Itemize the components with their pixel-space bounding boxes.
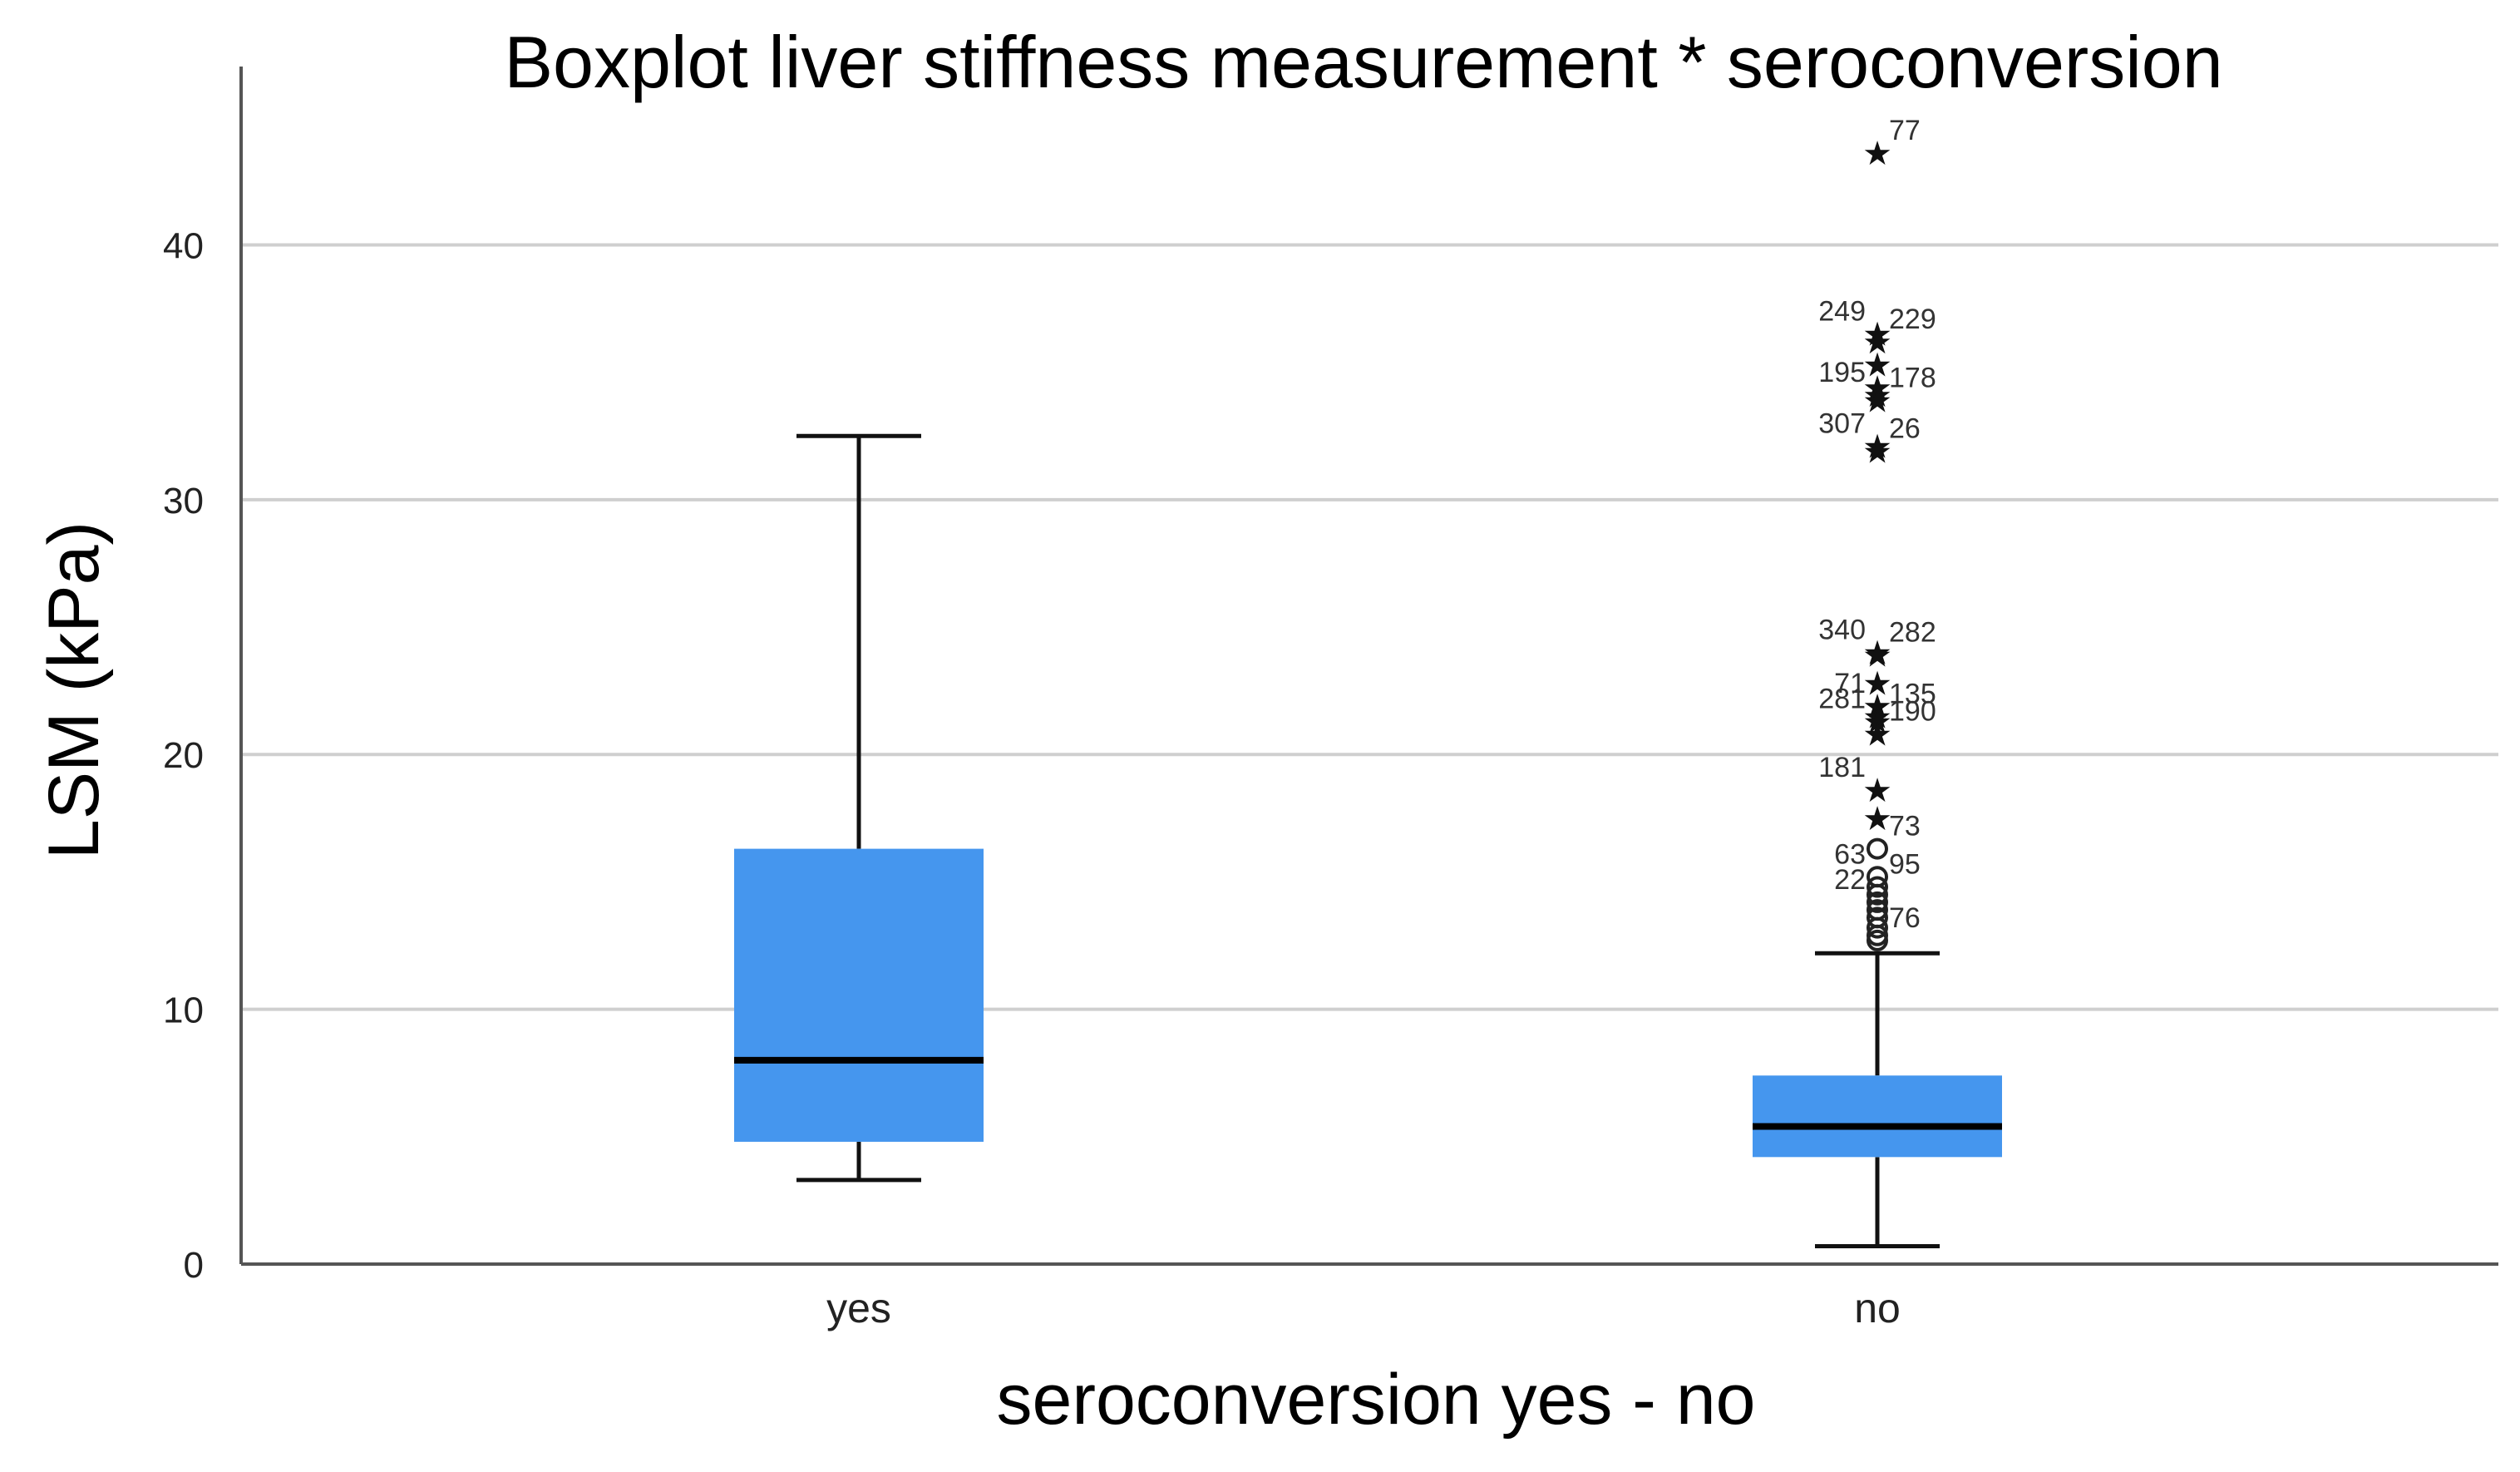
y-axis-label: LSM (kPa) <box>34 521 114 859</box>
outlier-extreme-marker: ★ <box>1862 433 1892 472</box>
outlier-label: 71 <box>1834 668 1866 699</box>
outlier-extreme-marker: ★ <box>1862 772 1892 810</box>
box-no <box>1753 1075 2002 1158</box>
outlier-extreme-marker: ★ <box>1862 428 1892 467</box>
outlier-label: 22 <box>1834 864 1866 896</box>
outlier-extreme-marker: ★ <box>1862 369 1892 408</box>
y-tick-label: 10 <box>163 990 204 1031</box>
outlier-marker <box>1867 916 1888 939</box>
outlier-label: 26 <box>1889 413 1921 445</box>
outlier-extreme-marker: ★ <box>1862 635 1892 673</box>
y-tick-label: 30 <box>163 481 204 521</box>
y-tick-label: 0 <box>184 1245 204 1286</box>
outlier-extreme-marker: ★ <box>1862 637 1892 675</box>
outlier-label: 76 <box>1889 902 1921 934</box>
outlier-label: 95 <box>1889 849 1921 881</box>
outlier-label: 178 <box>1889 362 1936 393</box>
y-tick-label: 40 <box>163 225 204 266</box>
outlier-label: 281 <box>1818 683 1866 714</box>
outlier-label: 249 <box>1818 296 1866 328</box>
outlier-marker <box>1867 883 1888 906</box>
outlier-extreme-marker: ★ <box>1862 316 1892 354</box>
box-yes <box>734 848 984 1142</box>
outlier-extreme-marker: ★ <box>1862 135 1892 173</box>
outlier-label: 135 <box>1889 678 1936 709</box>
chart-title: Boxplot liver stiffness measurement * se… <box>504 21 2222 103</box>
outlier-extreme-marker: ★ <box>1862 377 1892 415</box>
outlier-extreme-marker: ★ <box>1862 324 1892 362</box>
outlier-marker <box>1867 929 1888 951</box>
outlier-extreme-marker: ★ <box>1862 346 1892 384</box>
outlier-label: 340 <box>1818 615 1866 646</box>
outlier-label: 63 <box>1834 838 1866 870</box>
outlier-marker <box>1867 891 1888 913</box>
x-tick-label: yes <box>826 1285 891 1331</box>
outlier-extreme-marker: ★ <box>1862 716 1892 754</box>
outlier-label: 195 <box>1818 357 1866 388</box>
outlier-extreme-marker: ★ <box>1862 703 1892 741</box>
outlier-label: 190 <box>1889 696 1936 728</box>
x-tick-label: no <box>1854 1285 1901 1331</box>
outlier-extreme-marker: ★ <box>1862 382 1892 420</box>
outlier-label: 73 <box>1889 811 1921 842</box>
outlier-marker <box>1867 876 1888 898</box>
outlier-marker <box>1867 837 1888 860</box>
outlier-label: 77 <box>1889 115 1921 146</box>
outlier-extreme-marker: ★ <box>1862 664 1892 703</box>
x-axis-label: seroconversion yes - no <box>997 1360 1756 1440</box>
outlier-label: 181 <box>1818 752 1866 783</box>
y-tick-label: 20 <box>163 735 204 776</box>
outlier-extreme-marker: ★ <box>1862 688 1892 726</box>
outlier-extreme-marker: ★ <box>1862 800 1892 838</box>
outlier-label: 282 <box>1889 617 1936 649</box>
outlier-label: 307 <box>1818 408 1866 440</box>
outlier-label: 229 <box>1889 304 1936 335</box>
outlier-extreme-marker: ★ <box>1862 698 1892 736</box>
